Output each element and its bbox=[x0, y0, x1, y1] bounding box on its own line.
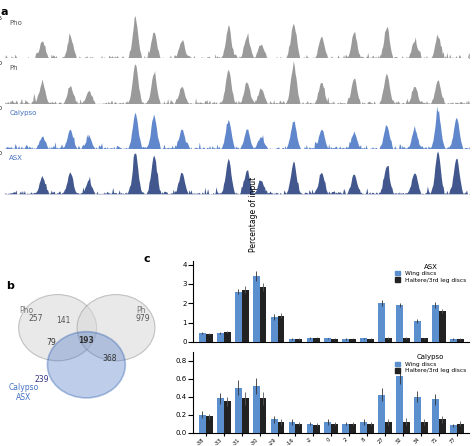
Legend: Wing discs, Haltere/3rd leg discs: Wing discs, Haltere/3rd leg discs bbox=[394, 355, 466, 373]
Bar bbox=[307, 338, 313, 342]
Bar bbox=[325, 422, 331, 433]
Bar bbox=[367, 424, 374, 433]
Text: ASX: ASX bbox=[9, 156, 23, 161]
Text: 368: 368 bbox=[102, 354, 117, 363]
Bar bbox=[385, 422, 392, 433]
Bar bbox=[349, 339, 356, 342]
Bar bbox=[235, 292, 242, 342]
Ellipse shape bbox=[18, 294, 97, 361]
Bar bbox=[278, 316, 284, 342]
Bar bbox=[378, 395, 385, 433]
Text: 239: 239 bbox=[35, 375, 49, 384]
Bar bbox=[342, 339, 349, 342]
Bar bbox=[421, 339, 428, 342]
Bar bbox=[206, 334, 213, 342]
Text: Ph: Ph bbox=[137, 306, 146, 315]
Bar bbox=[253, 386, 260, 433]
Text: 79: 79 bbox=[46, 338, 56, 347]
Bar bbox=[421, 422, 428, 433]
Bar bbox=[325, 339, 331, 342]
Text: c: c bbox=[144, 254, 150, 264]
Text: Pho: Pho bbox=[9, 20, 22, 26]
Bar bbox=[457, 424, 464, 433]
Bar bbox=[331, 339, 338, 342]
Text: 257: 257 bbox=[28, 314, 43, 323]
Text: 30: 30 bbox=[0, 151, 2, 156]
Bar bbox=[295, 424, 302, 433]
Bar bbox=[253, 276, 260, 342]
Text: 141: 141 bbox=[56, 316, 70, 325]
Bar bbox=[260, 287, 266, 342]
Bar bbox=[235, 388, 242, 433]
Text: 40: 40 bbox=[0, 106, 2, 111]
Bar bbox=[313, 425, 320, 433]
Text: a: a bbox=[0, 7, 8, 17]
Bar bbox=[414, 321, 421, 342]
Bar bbox=[295, 339, 302, 342]
Bar bbox=[206, 417, 213, 433]
Bar bbox=[307, 424, 313, 433]
Bar bbox=[289, 339, 295, 342]
Bar bbox=[432, 305, 439, 342]
Bar bbox=[199, 333, 206, 342]
Bar bbox=[313, 338, 320, 342]
Bar bbox=[199, 415, 206, 433]
Text: 193: 193 bbox=[79, 336, 94, 345]
Bar bbox=[217, 398, 224, 433]
Bar bbox=[396, 376, 403, 433]
Bar bbox=[360, 422, 367, 433]
Bar bbox=[414, 396, 421, 433]
Bar bbox=[457, 339, 464, 342]
Text: 979: 979 bbox=[136, 314, 150, 323]
Bar bbox=[331, 424, 338, 433]
Bar bbox=[271, 419, 278, 433]
Bar bbox=[396, 305, 403, 342]
Text: Calypso
ASX: Calypso ASX bbox=[8, 383, 38, 402]
Text: 15: 15 bbox=[0, 16, 2, 21]
Bar bbox=[360, 339, 367, 342]
Bar bbox=[242, 290, 248, 342]
Bar bbox=[439, 311, 446, 342]
Bar bbox=[403, 338, 410, 342]
Bar bbox=[439, 419, 446, 433]
Text: Percentage of input: Percentage of input bbox=[249, 177, 258, 252]
Bar bbox=[217, 333, 224, 342]
Text: 30: 30 bbox=[0, 61, 2, 66]
Bar bbox=[342, 424, 349, 433]
Bar bbox=[432, 399, 439, 433]
Ellipse shape bbox=[77, 294, 155, 361]
Bar bbox=[349, 424, 356, 433]
Bar bbox=[224, 401, 231, 433]
Bar bbox=[224, 332, 231, 342]
Bar bbox=[278, 422, 284, 433]
Text: Ph: Ph bbox=[9, 65, 18, 71]
Text: b: b bbox=[7, 281, 15, 291]
Legend: Wing discs, Haltere/3rd leg discs: Wing discs, Haltere/3rd leg discs bbox=[394, 264, 466, 282]
Text: Pho: Pho bbox=[19, 306, 33, 315]
Bar bbox=[271, 317, 278, 342]
Bar bbox=[450, 425, 457, 433]
Text: Calypso: Calypso bbox=[9, 110, 37, 116]
Bar bbox=[385, 338, 392, 342]
Bar bbox=[403, 422, 410, 433]
Ellipse shape bbox=[47, 332, 125, 398]
Bar bbox=[260, 398, 266, 433]
Bar bbox=[450, 339, 457, 342]
Bar bbox=[289, 422, 295, 433]
Bar bbox=[378, 303, 385, 342]
Bar bbox=[242, 398, 248, 433]
Bar bbox=[367, 339, 374, 342]
